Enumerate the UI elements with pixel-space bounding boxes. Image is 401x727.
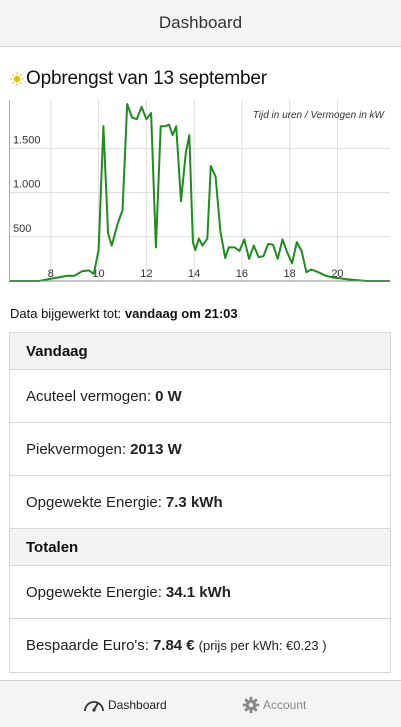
- nav-dashboard-label: Dashboard: [108, 697, 167, 712]
- total-energy-label: Opgewekte Energie:: [26, 583, 162, 601]
- peak-power-value: 2013 W: [130, 440, 182, 458]
- total-energy-value: 34.1 kWh: [165, 583, 231, 601]
- sun-icon: [10, 72, 24, 86]
- today-energy-value: 7.3 kWh: [165, 493, 223, 511]
- power-chart: 500 1.000 1.500 8 10 12 14 16 18 20 Tijd in uren…: [9, 100, 390, 283]
- chart-x-ticks: 8 10 12 14 16 18 20: [48, 268, 344, 280]
- current-power-value: 0 W: [155, 387, 182, 405]
- power-series-line: [9, 103, 390, 282]
- chart-y-tick-label: 1.500: [13, 134, 41, 146]
- current-power-row: Acuteel vermogen: 0 W: [10, 370, 390, 423]
- last-updated-label: Data bijgewerkt tot:: [10, 306, 122, 321]
- last-updated: Data bijgewerkt tot: vandaag om 21:03: [10, 306, 238, 321]
- stats-panel: Vandaag Acuteel vermogen: 0 W Piekvermog…: [9, 332, 391, 673]
- saved-euros-row: Bespaarde Euro's: 7.84 € (prijs per kWh:…: [10, 619, 390, 672]
- bottom-nav: Dashboard Account: [0, 680, 401, 727]
- last-updated-value: vandaag om 21:03: [124, 306, 238, 321]
- gauge-icon: [84, 700, 104, 712]
- today-energy-label: Opgewekte Energie:: [26, 493, 162, 511]
- nav-dashboard[interactable]: Dashboard: [83, 681, 167, 727]
- chart-y-tick-label: 1.000: [13, 179, 41, 191]
- page-title-row: Opbrengst van 13 september: [10, 68, 267, 90]
- chart-x-tick-label: 10: [92, 268, 104, 280]
- nav-account[interactable]: Account: [242, 681, 306, 727]
- chart-y-ticks: 500 1.000 1.500: [13, 134, 41, 234]
- today-energy-row: Opgewekte Energie: 7.3 kWh: [10, 476, 390, 529]
- gear-icon: [242, 696, 260, 713]
- chart-grid: [9, 100, 390, 281]
- page-title: Opbrengst van 13 september: [26, 68, 267, 89]
- nav-account-label: Account: [263, 697, 307, 712]
- peak-power-row: Piekvermogen: 2013 W: [10, 423, 390, 476]
- chart-x-tick-label: 14: [188, 268, 200, 280]
- chart-x-tick-label: 12: [140, 268, 152, 280]
- current-power-label: Acuteel vermogen:: [26, 387, 152, 405]
- chart-x-tick-label: 16: [236, 268, 248, 280]
- header-title: Dashboard: [158, 13, 243, 32]
- peak-power-label: Piekvermogen:: [26, 440, 127, 458]
- chart-annotation: Tijd in uren / Vermogen in kW: [253, 110, 386, 121]
- app-header: Dashboard: [0, 0, 401, 47]
- section-heading-today: Vandaag: [10, 333, 390, 370]
- saved-euros-label: Bespaarde Euro's:: [26, 637, 149, 654]
- total-energy-row: Opgewekte Energie: 34.1 kWh: [10, 566, 390, 619]
- chart-x-tick-label: 8: [48, 268, 54, 280]
- saved-euros-value: 7.84 €: [152, 637, 195, 654]
- chart-x-tick-label: 18: [284, 268, 296, 280]
- price-per-kwh-note: (prijs per kWh: €0.23 ): [198, 638, 327, 653]
- chart-y-tick-label: 500: [13, 223, 31, 235]
- section-heading-totals: Totalen: [10, 529, 390, 566]
